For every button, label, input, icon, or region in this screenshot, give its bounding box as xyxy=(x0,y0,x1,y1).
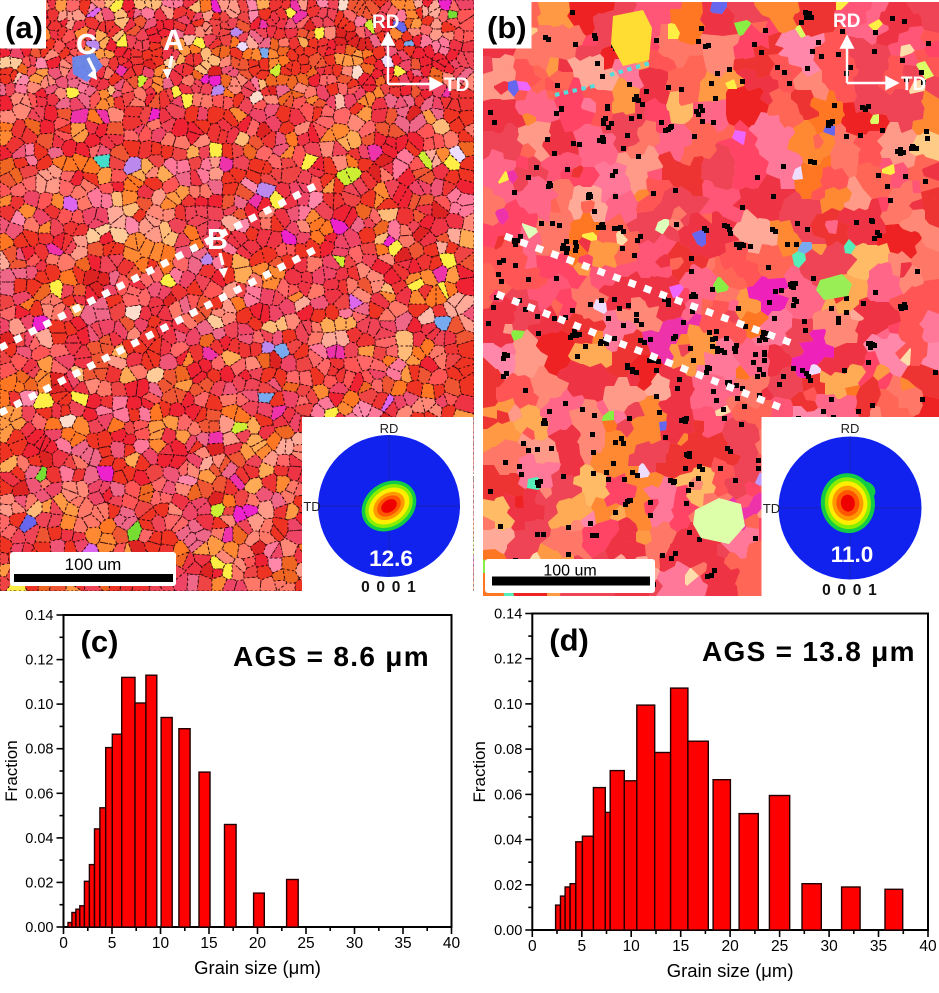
svg-text:0.10: 0.10 xyxy=(25,697,53,713)
svg-text:100 um: 100 um xyxy=(543,563,596,580)
svg-text:0.14: 0.14 xyxy=(494,607,522,623)
svg-text:40: 40 xyxy=(919,938,937,955)
svg-text:RD: RD xyxy=(380,421,399,436)
svg-text:20: 20 xyxy=(249,935,267,952)
svg-text:20: 20 xyxy=(721,938,739,955)
svg-text:0.02: 0.02 xyxy=(494,878,522,894)
svg-text:(c): (c) xyxy=(81,624,119,659)
svg-text:0.00: 0.00 xyxy=(25,920,53,936)
svg-text:30: 30 xyxy=(820,938,838,955)
svg-text:10: 10 xyxy=(152,935,170,952)
svg-text:100 um: 100 um xyxy=(65,555,122,574)
svg-text:35: 35 xyxy=(394,935,411,952)
svg-text:TD: TD xyxy=(763,501,780,516)
svg-text:Grain size (μm): Grain size (μm) xyxy=(194,957,321,978)
svg-text:Fraction: Fraction xyxy=(2,740,21,801)
svg-text:11.0: 11.0 xyxy=(831,542,874,567)
svg-text:(a): (a) xyxy=(5,10,43,45)
svg-text:0: 0 xyxy=(528,938,537,955)
svg-text:10: 10 xyxy=(623,938,641,955)
svg-text:0.06: 0.06 xyxy=(25,786,53,802)
svg-text:0.14: 0.14 xyxy=(25,608,53,624)
svg-text:AGS = 8.6 μm: AGS = 8.6 μm xyxy=(233,641,430,672)
svg-text:(d): (d) xyxy=(549,623,589,658)
svg-text:15: 15 xyxy=(200,935,217,952)
svg-text:40: 40 xyxy=(443,935,461,952)
svg-text:0.06: 0.06 xyxy=(494,787,522,803)
svg-text:C: C xyxy=(76,29,97,61)
svg-text:(b): (b) xyxy=(487,10,527,45)
svg-text:5: 5 xyxy=(108,935,117,952)
svg-text:0.10: 0.10 xyxy=(494,697,522,713)
svg-text:35: 35 xyxy=(870,938,887,955)
svg-text:15: 15 xyxy=(672,938,689,955)
svg-text:0.04: 0.04 xyxy=(494,833,522,849)
svg-text:30: 30 xyxy=(346,935,364,952)
svg-text:Grain size (μm): Grain size (μm) xyxy=(667,960,794,981)
svg-text:0.12: 0.12 xyxy=(25,653,53,669)
svg-text:0: 0 xyxy=(59,935,68,952)
svg-text:25: 25 xyxy=(297,935,314,952)
svg-text:A: A xyxy=(163,25,184,57)
svg-text:0 0 0 1: 0 0 0 1 xyxy=(822,582,878,599)
svg-text:RD: RD xyxy=(372,12,399,33)
svg-text:0.12: 0.12 xyxy=(494,652,522,668)
svg-text:0.04: 0.04 xyxy=(25,831,53,847)
svg-text:RD: RD xyxy=(833,11,860,32)
svg-text:0 0 0 1: 0 0 0 1 xyxy=(361,579,417,596)
svg-text:TD: TD xyxy=(303,499,320,514)
svg-text:B: B xyxy=(207,224,228,256)
svg-text:0.02: 0.02 xyxy=(25,875,53,891)
svg-text:RD: RD xyxy=(841,421,860,436)
svg-text:AGS = 13.8 μm: AGS = 13.8 μm xyxy=(702,636,916,667)
svg-text:0.08: 0.08 xyxy=(494,742,522,758)
svg-text:12.6: 12.6 xyxy=(369,546,413,571)
svg-text:25: 25 xyxy=(771,938,788,955)
svg-text:5: 5 xyxy=(577,938,586,955)
svg-text:TD: TD xyxy=(444,75,469,96)
svg-text:TD: TD xyxy=(901,74,926,95)
svg-text:0.00: 0.00 xyxy=(494,923,522,939)
svg-text:0.08: 0.08 xyxy=(25,742,53,758)
svg-text:Fraction: Fraction xyxy=(470,741,489,802)
